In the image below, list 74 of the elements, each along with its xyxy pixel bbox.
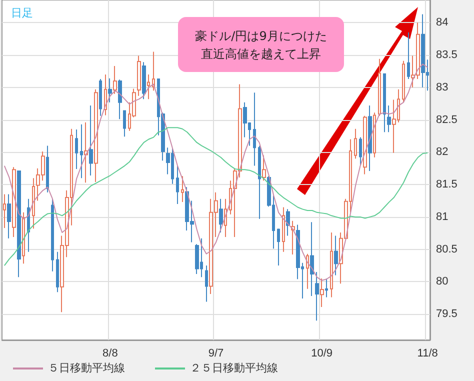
candlestick <box>137 55 141 96</box>
candlestick <box>142 62 146 100</box>
candlestick <box>108 78 112 103</box>
candlestick <box>12 166 16 238</box>
line-series <box>4 127 428 266</box>
candlestick <box>286 208 290 236</box>
y-tick-label: 82.5 <box>436 114 458 126</box>
candlestick <box>152 51 155 92</box>
y-tick-label: 80.5 <box>436 243 458 256</box>
candlestick <box>368 105 372 172</box>
candlestick <box>22 212 25 264</box>
candlestick <box>277 228 280 266</box>
candlestick <box>181 176 184 203</box>
y-tick-label: 81.5 <box>436 178 458 191</box>
candlestick <box>310 222 314 296</box>
legend-label: ２５日移動平均線 <box>190 362 278 374</box>
candlestick <box>219 198 223 233</box>
candlestick <box>118 79 122 120</box>
candlestick <box>46 145 49 193</box>
y-tick-label: 82 <box>436 146 448 158</box>
candlestick <box>7 194 11 239</box>
candlestick <box>354 128 357 160</box>
candlestick <box>147 74 150 100</box>
candlestick <box>306 253 309 290</box>
y-tick-label: 79.5 <box>436 308 458 320</box>
candlestick <box>363 115 367 175</box>
candlestick <box>282 206 285 252</box>
text: 日足 <box>11 8 33 20</box>
candlestick <box>113 66 117 94</box>
candlestick <box>325 278 328 298</box>
candlestick <box>176 165 179 204</box>
candlestick <box>330 232 333 298</box>
candlestick <box>262 154 266 182</box>
x-tick-label: 8/8 <box>102 348 118 360</box>
x-tick-label: 10/9 <box>311 348 333 360</box>
candlestick <box>320 278 324 308</box>
candlestick <box>359 136 362 166</box>
candlestick <box>253 92 256 166</box>
candlestick <box>378 58 381 116</box>
x-tick-label: 11/8 <box>417 348 438 360</box>
candlestick <box>17 170 21 278</box>
candlestick <box>51 198 54 272</box>
annotation: 豪ドル/円は9月につけた <box>195 28 327 44</box>
annotation: 直近高値を越えて上昇 <box>201 46 321 62</box>
candlestick <box>27 198 30 252</box>
y-tick-label: 83 <box>436 81 448 94</box>
candlestick <box>56 251 59 293</box>
candlestick <box>383 73 386 133</box>
y-tick-label: 80 <box>436 276 448 288</box>
candlestick <box>89 105 93 176</box>
candlestick <box>32 178 35 230</box>
legend-label: ５日移動平均線 <box>48 362 125 374</box>
candlestick <box>407 32 410 80</box>
x-tick-label: 9/7 <box>208 348 224 360</box>
y-tick-label: 83.5 <box>436 49 458 62</box>
y-tick-label: 81 <box>436 210 448 223</box>
candlestick <box>205 265 208 302</box>
candlestick <box>373 112 376 158</box>
candlestick <box>123 110 126 138</box>
line-series <box>4 64 428 281</box>
candlestick <box>334 235 338 276</box>
candlestick <box>421 14 425 88</box>
candlestick <box>80 124 83 179</box>
candlestick <box>104 74 107 116</box>
candlestick <box>315 272 319 322</box>
candlestick <box>258 145 261 220</box>
candlestick <box>99 78 102 116</box>
candlestick <box>94 88 98 182</box>
y-tick-label: 84 <box>436 16 448 29</box>
candlestick <box>291 220 295 256</box>
candlestick <box>75 129 78 170</box>
candlestick <box>402 60 405 103</box>
candlestick <box>84 122 88 184</box>
candlestick <box>387 105 391 133</box>
